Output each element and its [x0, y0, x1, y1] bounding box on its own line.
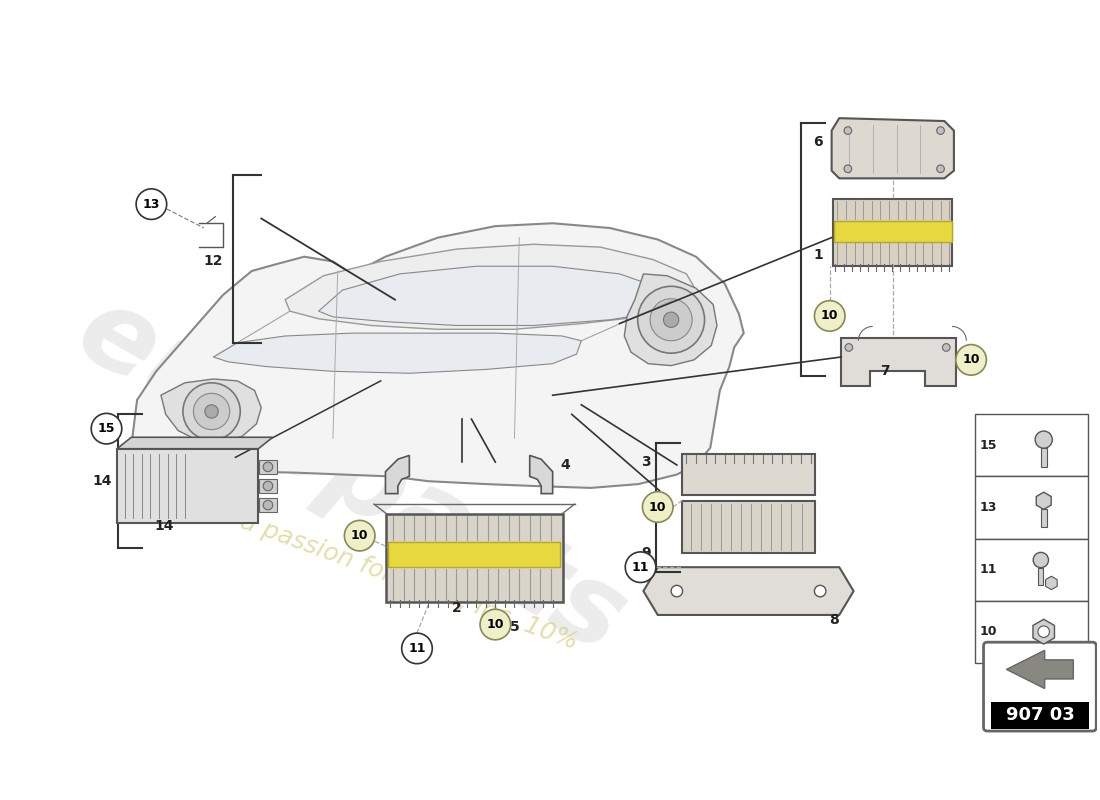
Polygon shape: [213, 333, 581, 374]
Bar: [975, 601, 1088, 662]
Polygon shape: [285, 244, 696, 330]
Text: 13: 13: [980, 501, 997, 514]
Text: europarts: europarts: [59, 277, 645, 676]
Polygon shape: [1006, 650, 1074, 689]
Circle shape: [1035, 431, 1053, 448]
Text: 12: 12: [204, 254, 223, 269]
Text: 11: 11: [408, 642, 426, 655]
Bar: [260, 498, 276, 512]
Circle shape: [937, 126, 945, 134]
Bar: [833, 199, 953, 266]
Polygon shape: [161, 379, 262, 442]
Bar: [1041, 510, 1046, 526]
Circle shape: [194, 394, 230, 430]
Polygon shape: [385, 455, 409, 494]
Polygon shape: [319, 266, 672, 326]
Polygon shape: [117, 438, 273, 449]
Polygon shape: [625, 274, 717, 366]
Circle shape: [263, 462, 273, 472]
Text: 15: 15: [98, 422, 116, 435]
Circle shape: [263, 500, 273, 510]
Bar: [1038, 568, 1043, 585]
Text: 4: 4: [560, 458, 570, 472]
Text: 10: 10: [821, 310, 838, 322]
Bar: [975, 538, 1088, 601]
Circle shape: [814, 586, 826, 597]
Text: 11: 11: [631, 561, 649, 574]
Polygon shape: [832, 118, 954, 178]
Circle shape: [91, 414, 122, 444]
Bar: [260, 479, 276, 493]
Circle shape: [136, 189, 167, 219]
Text: 6: 6: [813, 135, 823, 149]
Text: 7: 7: [880, 364, 890, 378]
Bar: [975, 477, 1088, 538]
Circle shape: [943, 344, 950, 351]
Circle shape: [480, 610, 510, 640]
Polygon shape: [644, 567, 854, 615]
Text: 13: 13: [143, 198, 161, 210]
Circle shape: [956, 345, 987, 375]
Circle shape: [402, 633, 432, 664]
Circle shape: [650, 298, 692, 341]
Circle shape: [642, 492, 673, 522]
Text: 15: 15: [980, 439, 997, 452]
Text: 14: 14: [154, 519, 174, 533]
Circle shape: [663, 312, 679, 327]
Text: 8: 8: [829, 613, 839, 626]
Polygon shape: [842, 338, 956, 386]
Bar: [1041, 448, 1046, 467]
Text: 10: 10: [962, 354, 980, 366]
Polygon shape: [132, 223, 744, 488]
Circle shape: [671, 586, 683, 597]
Text: 9: 9: [641, 546, 651, 560]
Text: 5: 5: [509, 620, 519, 634]
Circle shape: [844, 126, 851, 134]
Circle shape: [625, 552, 656, 582]
Circle shape: [344, 520, 375, 551]
Polygon shape: [530, 455, 552, 494]
Bar: [117, 449, 258, 523]
Circle shape: [844, 165, 851, 173]
Text: 907 03: 907 03: [1005, 706, 1075, 724]
Text: 14: 14: [92, 474, 111, 488]
Circle shape: [638, 286, 705, 353]
Circle shape: [937, 165, 945, 173]
Circle shape: [205, 405, 218, 418]
Circle shape: [845, 344, 853, 351]
Text: 1: 1: [813, 248, 823, 262]
Text: 11: 11: [980, 563, 997, 576]
Text: 10: 10: [649, 501, 667, 514]
Bar: [975, 414, 1088, 477]
Bar: [991, 702, 1089, 729]
Text: 10: 10: [351, 529, 369, 542]
Text: 10: 10: [980, 625, 997, 638]
Bar: [388, 542, 560, 567]
Bar: [682, 501, 815, 554]
Circle shape: [1033, 552, 1048, 568]
FancyBboxPatch shape: [983, 642, 1097, 731]
Circle shape: [814, 301, 845, 331]
Circle shape: [183, 383, 240, 440]
Bar: [682, 454, 815, 494]
Text: a passion for parts, inc. 10%: a passion for parts, inc. 10%: [238, 509, 582, 654]
Bar: [834, 222, 952, 242]
Bar: [260, 460, 276, 474]
Circle shape: [1038, 626, 1049, 638]
Circle shape: [263, 482, 273, 490]
Bar: [386, 514, 563, 602]
Text: 3: 3: [641, 455, 651, 469]
Text: 2: 2: [452, 602, 462, 615]
Text: 10: 10: [486, 618, 504, 631]
